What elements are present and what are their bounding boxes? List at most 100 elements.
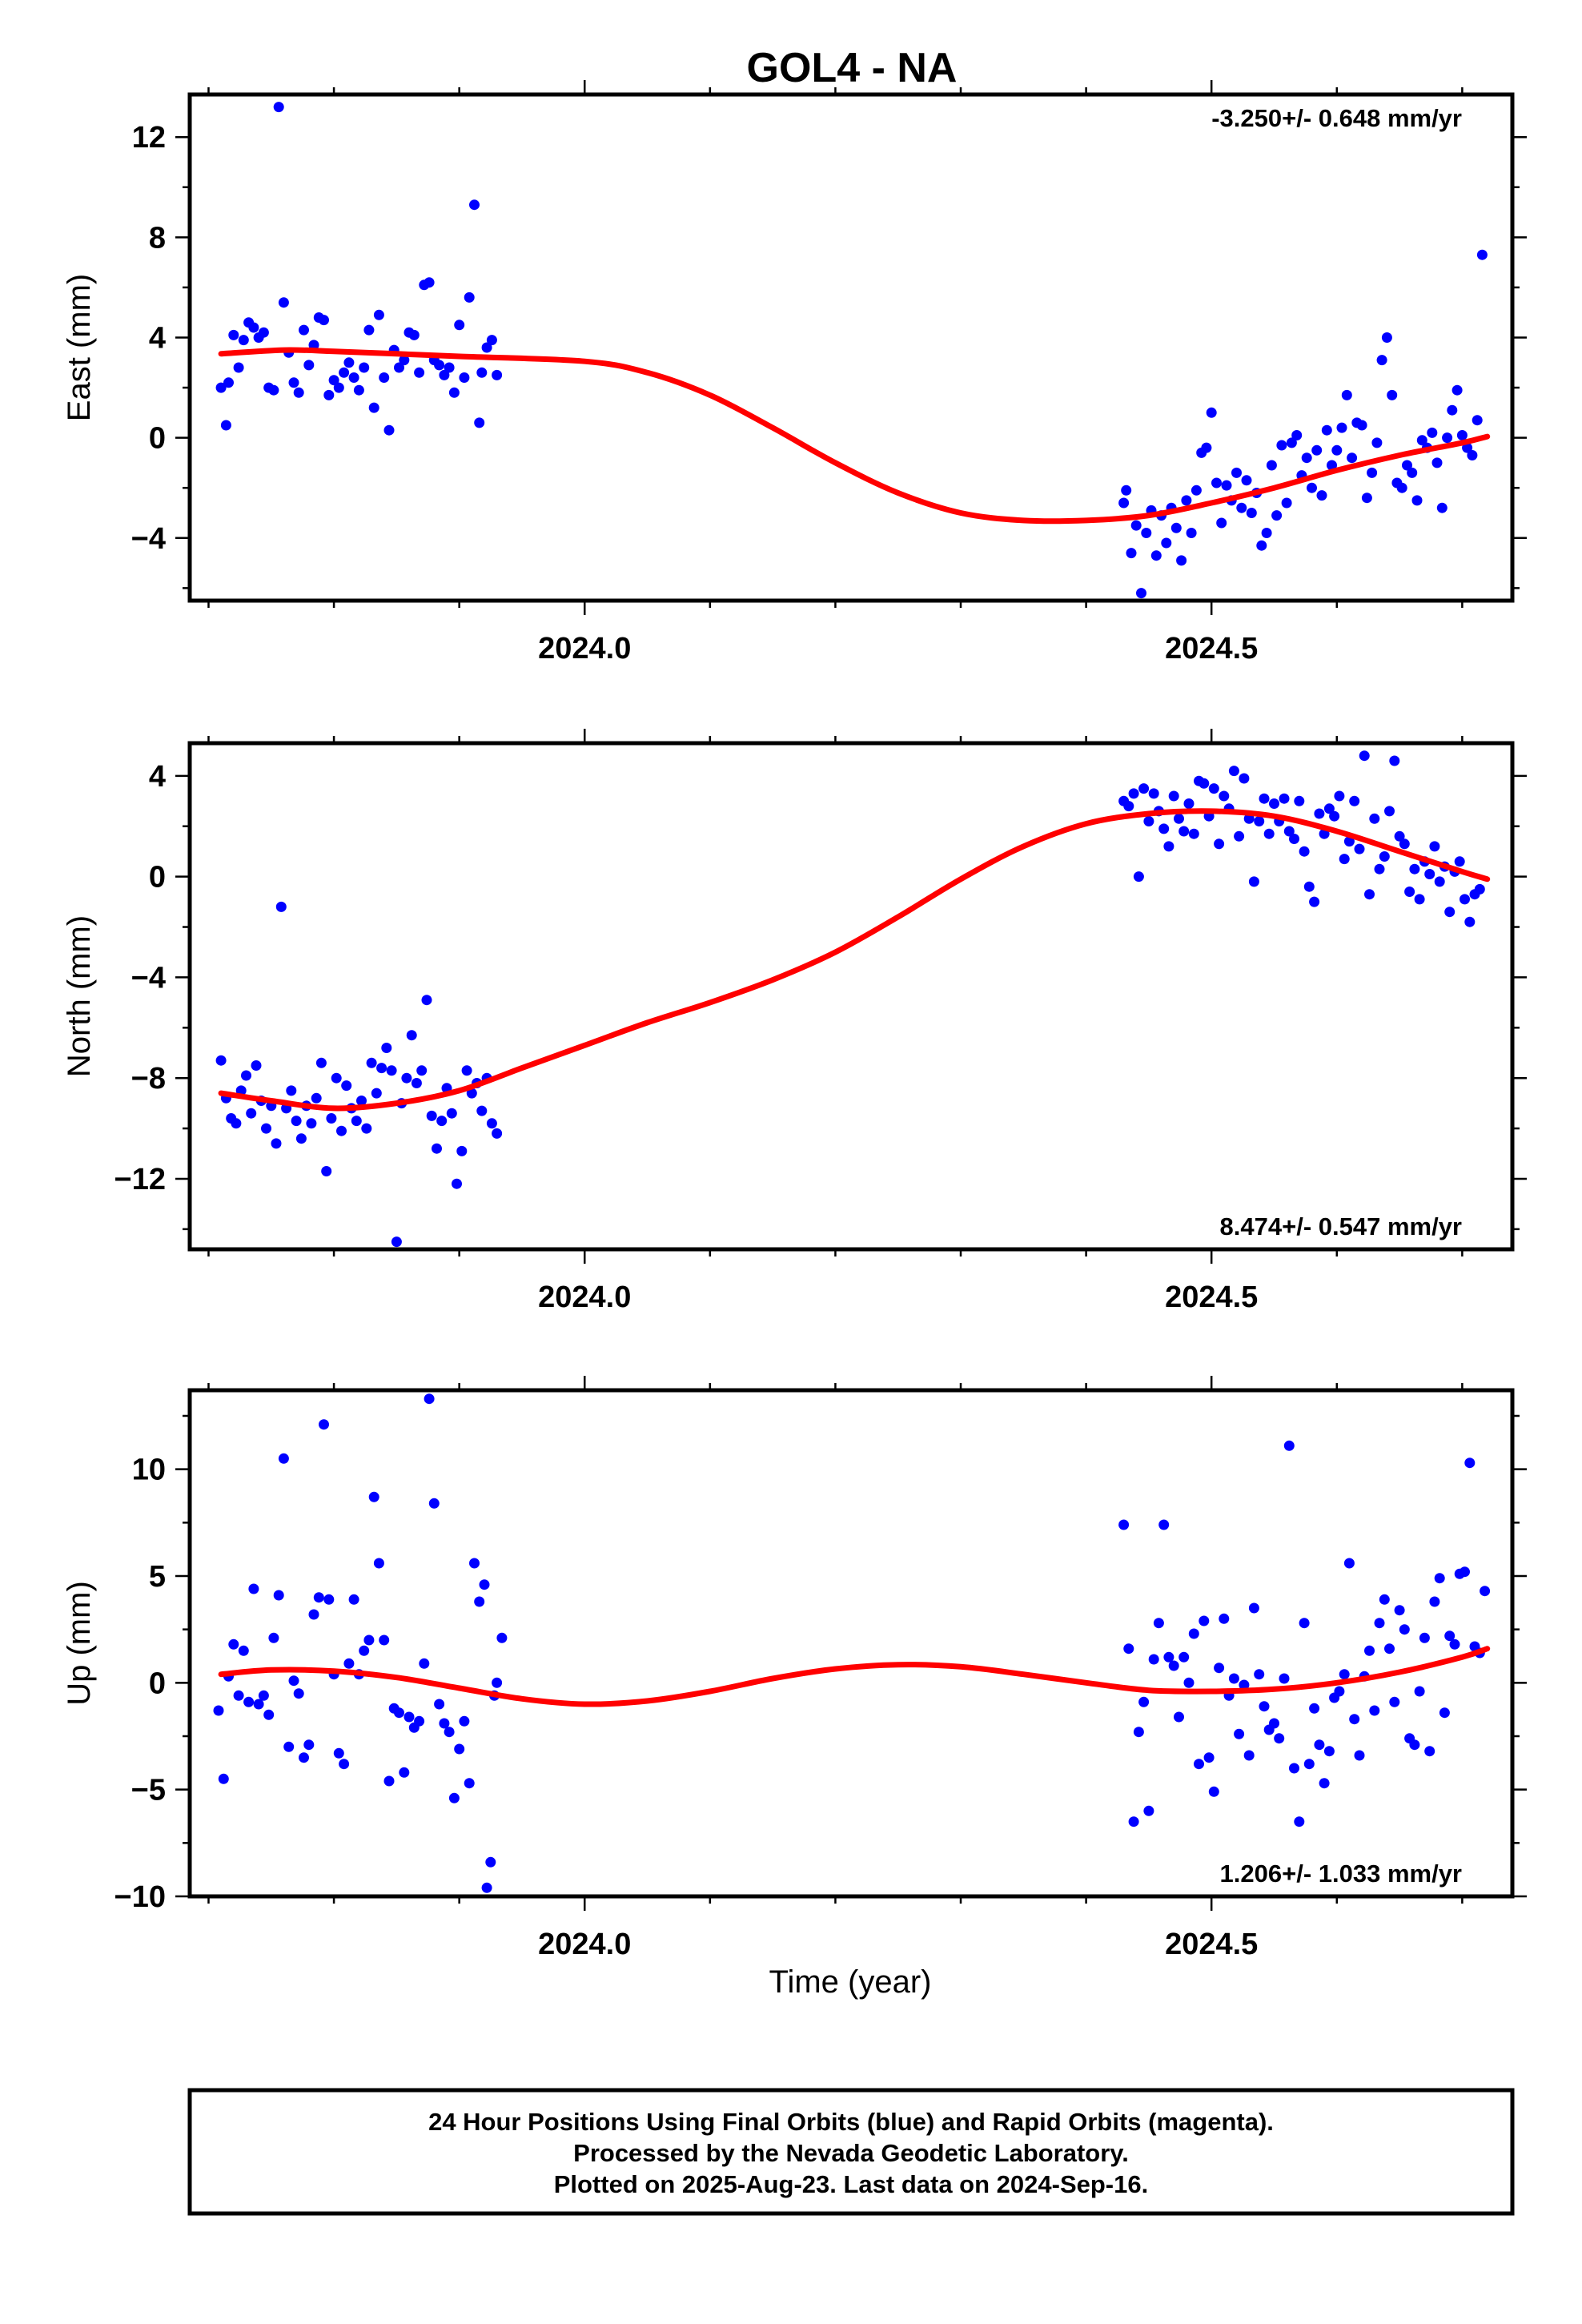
data-point bbox=[479, 1579, 490, 1590]
data-point bbox=[464, 1778, 475, 1789]
data-point bbox=[466, 1088, 477, 1099]
data-point bbox=[1452, 384, 1463, 396]
data-point bbox=[444, 1727, 455, 1738]
data-point bbox=[343, 357, 355, 368]
data-point bbox=[215, 1055, 227, 1066]
data-point bbox=[1323, 1746, 1335, 1757]
data-point bbox=[1181, 495, 1192, 506]
data-point bbox=[1394, 1605, 1405, 1616]
data-point bbox=[1480, 1586, 1491, 1597]
data-point bbox=[1359, 750, 1370, 762]
data-point bbox=[215, 382, 227, 393]
data-point bbox=[1439, 1707, 1450, 1719]
data-point bbox=[383, 424, 395, 436]
data-point bbox=[1214, 1663, 1225, 1674]
data-point bbox=[1216, 517, 1227, 529]
data-point bbox=[1309, 1703, 1320, 1714]
data-point bbox=[1311, 444, 1323, 456]
data-point bbox=[1444, 1630, 1456, 1642]
data-point bbox=[1389, 755, 1400, 766]
data-point bbox=[363, 324, 375, 336]
data-point bbox=[404, 1711, 415, 1723]
data-point bbox=[1150, 550, 1162, 561]
data-point bbox=[448, 1792, 460, 1803]
data-point bbox=[1133, 871, 1144, 883]
data-point bbox=[220, 420, 231, 431]
data-point bbox=[283, 1741, 295, 1752]
data-point bbox=[311, 1092, 322, 1104]
data-point bbox=[248, 322, 259, 333]
data-point bbox=[1199, 1615, 1210, 1626]
data-point bbox=[1364, 889, 1375, 900]
data-point bbox=[456, 1145, 468, 1156]
data-point bbox=[293, 1688, 304, 1699]
data-point bbox=[1409, 863, 1420, 875]
data-point bbox=[373, 309, 384, 320]
data-point bbox=[421, 995, 432, 1006]
data-point bbox=[1349, 1714, 1360, 1725]
data-point bbox=[448, 387, 460, 398]
data-point bbox=[319, 1419, 329, 1430]
data-point bbox=[1389, 1696, 1400, 1707]
data-point bbox=[1276, 440, 1287, 451]
data-point bbox=[1399, 1624, 1410, 1635]
data-point bbox=[1219, 790, 1230, 802]
data-point bbox=[323, 1594, 335, 1605]
data-point bbox=[1396, 482, 1407, 493]
data-point bbox=[1436, 502, 1447, 513]
data-point bbox=[323, 389, 335, 400]
data-point bbox=[233, 362, 244, 373]
data-point bbox=[1243, 1750, 1255, 1761]
data-point bbox=[303, 1739, 315, 1751]
data-point bbox=[1239, 1679, 1250, 1691]
data-point bbox=[1263, 828, 1275, 839]
data-point bbox=[1161, 537, 1172, 549]
data-point bbox=[1269, 798, 1279, 809]
data-point bbox=[1138, 783, 1150, 794]
data-point bbox=[476, 1105, 488, 1116]
data-point bbox=[261, 1123, 271, 1134]
data-point bbox=[348, 1594, 359, 1605]
data-point bbox=[1279, 1673, 1290, 1684]
data-point bbox=[331, 1072, 342, 1084]
data-point bbox=[1299, 1618, 1310, 1629]
data-point bbox=[1294, 1816, 1305, 1827]
data-point bbox=[1429, 841, 1440, 852]
data-point bbox=[228, 1638, 239, 1650]
data-point bbox=[1274, 1733, 1285, 1744]
data-point bbox=[1434, 1573, 1445, 1584]
data-point bbox=[492, 369, 503, 380]
data-point bbox=[351, 1116, 362, 1127]
data-point bbox=[1476, 249, 1488, 260]
y-tick-label: −12 bbox=[114, 1163, 166, 1196]
x-tick-label: 2024.5 bbox=[1165, 632, 1258, 665]
data-point bbox=[1183, 798, 1195, 809]
data-point bbox=[1246, 508, 1257, 518]
data-point bbox=[275, 901, 287, 912]
data-point bbox=[359, 1645, 370, 1656]
data-point bbox=[1331, 444, 1343, 456]
data-point bbox=[248, 1583, 259, 1594]
data-point bbox=[1128, 788, 1139, 799]
data-point bbox=[1168, 790, 1179, 802]
y-tick-label: −10 bbox=[114, 1880, 166, 1914]
y-tick-label: 12 bbox=[132, 121, 166, 155]
data-point bbox=[1376, 355, 1387, 366]
data-point bbox=[1374, 1618, 1385, 1629]
data-point bbox=[1354, 843, 1365, 854]
data-point bbox=[1174, 1711, 1184, 1723]
data-point bbox=[1414, 894, 1425, 905]
data-point bbox=[1336, 422, 1347, 433]
data-point bbox=[411, 1078, 422, 1088]
data-point bbox=[1329, 810, 1340, 822]
rate-annotation: 1.206+/- 1.033 mm/yr bbox=[1220, 1860, 1462, 1888]
data-point bbox=[1118, 497, 1130, 509]
data-point bbox=[288, 377, 299, 388]
data-point bbox=[1176, 555, 1187, 566]
data-point bbox=[1201, 442, 1212, 453]
data-point bbox=[1143, 816, 1154, 826]
data-point bbox=[1374, 863, 1385, 875]
data-point bbox=[333, 382, 344, 393]
data-point bbox=[1214, 838, 1225, 850]
data-point bbox=[313, 1592, 324, 1603]
